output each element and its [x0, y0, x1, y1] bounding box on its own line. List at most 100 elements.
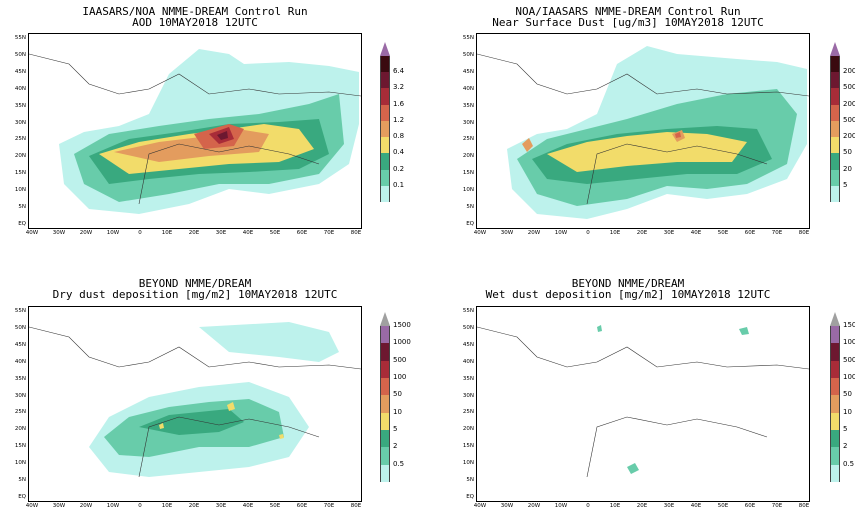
- lat-tick-label: 30N: [14, 392, 26, 399]
- lat-tick-label: 55N: [14, 35, 26, 41]
- lon-tick-label: 60E: [296, 503, 308, 509]
- colorbar-label: 1.6: [393, 99, 405, 108]
- colorbar-segment: [830, 104, 840, 121]
- lon-tick-label: 60E: [744, 230, 756, 236]
- aod-panel: IAASARS/NOA NMME-DREAM Control Run AOD 1…: [0, 0, 428, 258]
- panel-title: BEYOND NMME/DREAM: [138, 277, 252, 290]
- lon-tick-label: 50E: [717, 503, 729, 509]
- lon-tick-label: 30W: [52, 230, 66, 236]
- lat-tick-label: 40N: [14, 85, 26, 92]
- lon-tick-label: 60E: [744, 503, 756, 509]
- colorbar-label: 6.4: [393, 67, 405, 76]
- lon-tick-label: 10E: [161, 230, 173, 236]
- colorbar-segment: [380, 185, 390, 202]
- lon-tick-label: 40E: [690, 503, 702, 509]
- lon-tick-label: 20W: [527, 503, 541, 509]
- colorbar-top-triangle: [380, 312, 390, 326]
- panel-title: NOA/IAASARS NMME-DREAM Control Run: [515, 5, 741, 18]
- colorbar-segment: [380, 120, 390, 138]
- colorbar-segment: [830, 120, 840, 138]
- lon-tick-label: 20W: [79, 230, 93, 236]
- lon-tick-label: 20E: [188, 230, 200, 236]
- colorbar-label: 0.8: [393, 132, 405, 141]
- lat-tick-label: 5N: [466, 204, 474, 211]
- colorbar-segment: [830, 326, 840, 344]
- lon-tick-label: 10W: [106, 503, 120, 509]
- lon-tick-label: 20E: [636, 230, 648, 236]
- colorbar-label: 2: [843, 442, 848, 451]
- lon-tick-label: 10W: [554, 503, 568, 509]
- panel-title: IAASARS/NOA NMME-DREAM Control Run: [82, 5, 308, 18]
- lat-tick-label: 35N: [14, 102, 26, 109]
- lon-tick-label: 70E: [771, 230, 783, 236]
- lon-tick-label: 40W: [473, 230, 487, 236]
- lat-tick-label: 45N: [14, 341, 26, 348]
- colorbar-label: 1500: [843, 321, 855, 329]
- colorbar-segment: [830, 72, 840, 89]
- colorbar-label: 5: [393, 425, 398, 433]
- lon-tick-label: 40W: [25, 230, 39, 236]
- colorbar-label: 5: [843, 180, 848, 189]
- panel-subtitle: Wet dust deposition [mg/m2] 10MAY2018 12…: [485, 288, 771, 301]
- colorbar-segment: [830, 395, 840, 413]
- colorbar-segment: [380, 395, 390, 413]
- colorbar-label: 5000: [843, 83, 855, 92]
- colorbar-segment: [830, 464, 840, 482]
- lon-tick-label: 10E: [609, 230, 621, 236]
- lon-tick-label: 20W: [527, 230, 541, 236]
- lat-tick-label: 5N: [18, 204, 26, 211]
- lat-tick-label: 15N: [14, 443, 26, 450]
- lat-tick-label: 55N: [462, 308, 474, 314]
- lat-tick-label: 10N: [462, 187, 474, 194]
- lon-tick-label: 10W: [554, 230, 568, 236]
- colorbar-segment: [830, 430, 840, 448]
- lon-tick-label: 10W: [106, 230, 120, 236]
- lon-tick-label: 80E: [798, 503, 810, 509]
- lat-tick-label: 20N: [14, 426, 26, 433]
- lat-tick-label: 30N: [462, 119, 474, 126]
- panel-subtitle: Near Surface Dust [ug/m3] 10MAY2018 12UT…: [492, 16, 764, 29]
- lat-tick-label: EQ: [18, 221, 26, 227]
- colorbar-label: 5: [843, 425, 848, 433]
- lon-tick-label: 50E: [717, 230, 729, 236]
- lat-tick-label: 40N: [14, 358, 26, 365]
- colorbar-segment: [380, 447, 390, 465]
- colorbar-label: 0.4: [393, 148, 405, 157]
- colorbar-label: 50: [393, 390, 402, 399]
- dry-deposition-field: [29, 322, 361, 478]
- panel-title: BEYOND NMME/DREAM: [571, 277, 685, 290]
- wet-deposition-map: [476, 306, 810, 502]
- lon-tick-label: 0: [586, 503, 590, 509]
- lat-tick-label: 30N: [462, 392, 474, 399]
- lat-tick-label: EQ: [18, 494, 26, 500]
- colorbar-segment: [380, 104, 390, 121]
- colorbar-label: 500: [843, 115, 855, 124]
- lon-tick-label: 30E: [215, 503, 227, 509]
- colorbar-label: 0.1: [393, 180, 405, 189]
- colorbar-label: 50: [843, 148, 852, 157]
- lon-tick-label: 30W: [500, 503, 514, 509]
- colorbar-segment: [380, 430, 390, 448]
- colorbar-label: 100: [843, 373, 855, 381]
- colorbar-label: 1500: [393, 321, 411, 329]
- dry-deposition-panel: BEYOND NMME/DREAM Dry dust deposition [m…: [0, 258, 428, 516]
- colorbar-segment: [830, 56, 840, 73]
- colorbar-segment: [830, 137, 840, 154]
- colorbar-label: 1000: [843, 338, 855, 347]
- colorbar-label: 500: [393, 355, 407, 364]
- lon-tick-label: 20W: [79, 503, 93, 509]
- lon-tick-label: 40E: [242, 503, 254, 509]
- colorbar-label: 3.2: [393, 83, 405, 92]
- aod-field: [29, 49, 361, 214]
- colorbar-segment: [380, 326, 390, 344]
- lat-tick-label: 15N: [462, 170, 474, 177]
- lon-tick-label: 10E: [609, 503, 621, 509]
- lat-tick-label: 45N: [462, 68, 474, 75]
- lat-tick-label: 50N: [14, 51, 26, 58]
- lat-tick-label: 15N: [14, 170, 26, 177]
- colorbar-segment: [830, 88, 840, 105]
- lon-tick-label: 60E: [296, 230, 308, 236]
- colorbar-segment: [380, 137, 390, 154]
- colorbar-label: 20000: [843, 67, 855, 76]
- lon-tick-label: 40W: [25, 503, 39, 509]
